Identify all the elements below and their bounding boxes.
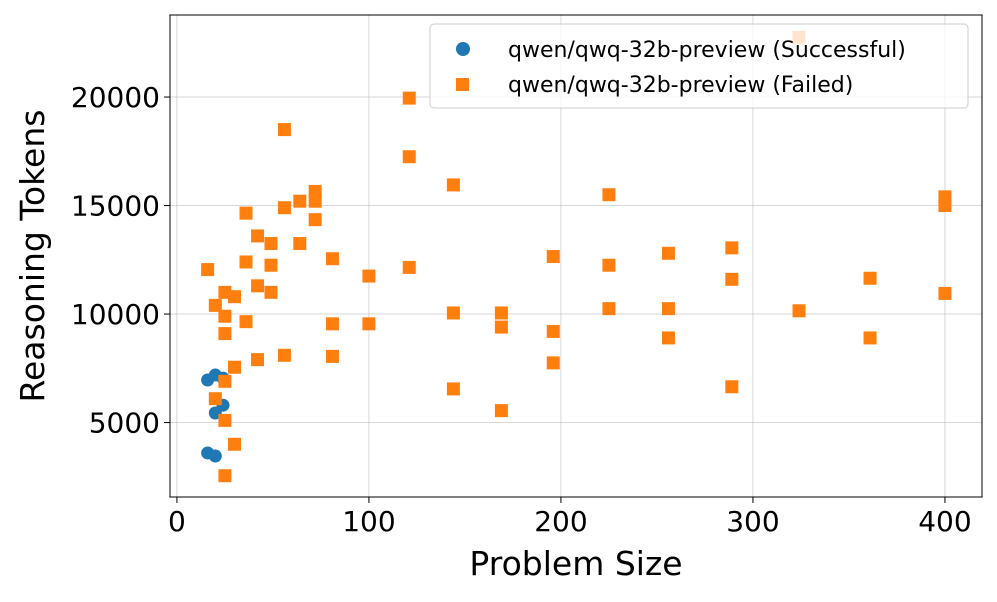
- y-axis-label: Reasoning Tokens: [13, 110, 52, 403]
- x-tick-label: 400: [918, 505, 971, 538]
- failed-point: [546, 356, 560, 370]
- failed-point: [228, 360, 242, 374]
- y-tick-label: 10000: [71, 298, 160, 331]
- failed-point: [494, 320, 508, 334]
- failed-point: [725, 272, 739, 286]
- failed-point: [938, 286, 952, 300]
- failed-point: [308, 213, 322, 227]
- failed-point: [264, 258, 278, 272]
- failed-point: [661, 246, 675, 260]
- failed-point: [251, 229, 265, 243]
- failed-point: [239, 315, 253, 329]
- failed-point: [446, 382, 460, 396]
- failed-point: [938, 199, 952, 213]
- failed-point: [863, 331, 877, 345]
- legend-marker-failed: [456, 78, 469, 91]
- failed-point: [792, 304, 806, 318]
- axis-ticks: 0 100 200 300 400 5000 10000 15000 20000: [71, 81, 972, 538]
- failed-point: [402, 260, 416, 274]
- failed-point: [218, 469, 232, 483]
- failed-point: [725, 380, 739, 394]
- failed-point: [325, 349, 339, 363]
- failed-point: [546, 324, 560, 338]
- failed-point: [494, 306, 508, 320]
- legend-marker-successful: [456, 42, 470, 56]
- failed-point: [277, 348, 291, 362]
- failed-point: [362, 317, 376, 331]
- failed-point: [325, 317, 339, 331]
- failed-point: [201, 263, 215, 277]
- x-tick-label: 100: [342, 505, 395, 538]
- failed-point: [239, 255, 253, 269]
- failed-point: [218, 327, 232, 341]
- failed-point: [661, 302, 675, 316]
- failed-point: [251, 353, 265, 367]
- failed-point: [602, 302, 616, 316]
- y-tick-label: 20000: [71, 81, 160, 114]
- failed-point: [293, 194, 307, 208]
- failed-point: [308, 194, 322, 208]
- failed-point: [218, 309, 232, 323]
- legend-label-successful: qwen/qwq-32b-preview (Successful): [508, 38, 906, 63]
- failed-point: [602, 258, 616, 272]
- failed-point: [208, 392, 222, 406]
- x-tick-label: 0: [168, 505, 186, 538]
- failed-point: [725, 241, 739, 255]
- x-tick-label: 300: [726, 505, 779, 538]
- x-tick-label: 200: [534, 505, 587, 538]
- plot-frame: [169, 14, 983, 498]
- failed-point: [264, 237, 278, 251]
- failed-point: [308, 184, 322, 198]
- failed-point: [277, 201, 291, 215]
- successful-point: [208, 449, 222, 463]
- failed-point: [293, 237, 307, 251]
- failed-point: [446, 306, 460, 320]
- legend-box: [429, 23, 969, 109]
- failed-point: [402, 91, 416, 105]
- failed-point: [218, 413, 232, 427]
- failed-point: [277, 123, 291, 137]
- failed-point: [362, 269, 376, 283]
- failed-point: [228, 437, 242, 451]
- failed-point: [264, 285, 278, 299]
- y-tick-label: 5000: [89, 407, 160, 440]
- failed-point: [402, 150, 416, 164]
- legend-label-failed: qwen/qwq-32b-preview (Failed): [508, 73, 853, 98]
- y-tick-label: 15000: [71, 190, 160, 223]
- failed-point: [239, 206, 253, 220]
- failed-point: [218, 374, 232, 388]
- failed-point: [661, 331, 675, 345]
- failed-point: [863, 271, 877, 285]
- failed-point: [546, 250, 560, 264]
- legend: qwen/qwq-32b-preview (Successful) qwen/q…: [429, 23, 969, 109]
- failed-point: [208, 298, 222, 312]
- failed-point: [602, 188, 616, 202]
- failed-point: [494, 404, 508, 418]
- failed-point: [325, 252, 339, 266]
- x-axis-label: Problem Size: [469, 544, 682, 583]
- failed-point: [251, 279, 265, 293]
- failed-point: [228, 290, 242, 304]
- data-points: [201, 30, 952, 483]
- failed-point: [446, 178, 460, 192]
